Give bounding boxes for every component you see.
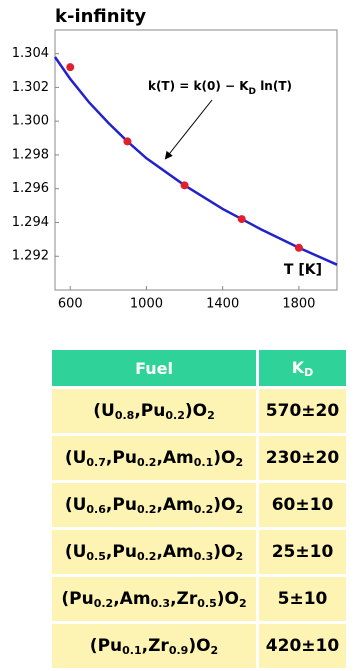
y-tick-label: 1.294 — [12, 215, 49, 230]
text-part: )O — [213, 494, 236, 515]
text-part: ,Am — [156, 447, 194, 468]
table-row: (U0.8,Pu0.2)O2 570±20 — [52, 389, 346, 433]
subscript: 0.8 — [114, 408, 135, 422]
y-tick-label: 1.304 — [12, 46, 49, 61]
text-part: ,Pu — [105, 541, 137, 562]
text-part: ,Am — [156, 541, 194, 562]
text-part: K — [291, 357, 305, 377]
subscript: 2 — [238, 596, 247, 610]
kd-cell: 570±20 — [259, 389, 346, 433]
subscript: 2 — [207, 408, 215, 422]
y-tick-label: 1.298 — [12, 147, 49, 162]
fuel-cell: (U0.5,Pu0.2,Am0.3)O2 — [52, 530, 259, 574]
header-cell: KD — [259, 350, 346, 386]
annotation-part: ln(T) — [256, 79, 292, 93]
kd-cell: 25±10 — [259, 530, 346, 574]
text-part: ,Pu — [105, 447, 137, 468]
subscript: 2 — [235, 549, 244, 563]
text-part: ,Pu — [134, 400, 166, 421]
text-part: ,Zr — [141, 635, 169, 656]
subscript: 0.5 — [86, 549, 106, 563]
subscript: 0.9 — [168, 643, 189, 657]
text-part: ,Am — [113, 588, 151, 609]
text-part: ,Zr — [170, 588, 198, 609]
x-tick-label: 1800 — [282, 297, 315, 311]
text-part: )O — [184, 400, 208, 421]
text-part: (U — [64, 541, 87, 562]
y-tick-label: 1.296 — [12, 181, 49, 196]
plot-frame — [54, 29, 338, 291]
text-part: (U — [93, 400, 115, 421]
kd-cell: 5±10 — [259, 577, 346, 621]
annotation-part: k(T) = k(0) − K — [148, 79, 249, 93]
fuel-cell: (Pu0.1,Zr0.9)O2 — [52, 624, 259, 668]
text-part: )O — [213, 541, 236, 562]
fit-line — [53, 56, 338, 266]
y-tick-label: 1.292 — [12, 249, 49, 264]
x-tick-label: 600 — [58, 297, 83, 311]
subscript: 0.7 — [86, 455, 106, 469]
annotation-arrow — [164, 99, 213, 160]
data-point — [180, 181, 189, 190]
x-axis-label: T [K] — [284, 262, 322, 278]
chart: k-infinity T [K] k(T) = k(0) − KD ln(T) … — [12, 6, 338, 311]
data-point — [66, 63, 75, 72]
subscript: 0.2 — [136, 549, 157, 563]
subscript: 0.2 — [193, 502, 214, 516]
text-part: )O — [213, 447, 236, 468]
data-point — [294, 243, 303, 252]
subscript: 0.2 — [93, 596, 114, 610]
table-row: (U0.7,Pu0.2,Am0.1)O2 230±20 — [52, 436, 346, 480]
text-part: )O — [216, 588, 239, 609]
header-cell: Fuel — [52, 350, 259, 386]
fuel-cell: (Pu0.2,Am0.3,Zr0.5)O2 — [52, 577, 259, 621]
x-tick-label: 1400 — [206, 297, 239, 311]
subscript: 2 — [235, 455, 244, 469]
subscript: 0.2 — [136, 455, 157, 469]
y-tick-label: 1.302 — [12, 80, 49, 95]
text-part: )O — [188, 635, 211, 656]
text-part: (Pu — [89, 635, 123, 656]
y-tick-label: 1.300 — [12, 114, 49, 129]
kd-cell: 60±10 — [259, 483, 346, 527]
subscript: 0.2 — [136, 502, 157, 516]
text-part: (U — [64, 447, 87, 468]
text-part: (U — [64, 494, 87, 515]
data-table: Fuel KD (U0.8,Pu0.2)O2 570±20 (U0.7,Pu0.2,Am… — [52, 347, 346, 671]
data-point — [237, 215, 246, 224]
table-row: (U0.6,Pu0.2,Am0.2)O2 60±10 — [52, 483, 346, 527]
subscript: D — [304, 365, 314, 379]
fuel-cell: (U0.7,Pu0.2,Am0.1)O2 — [52, 436, 259, 480]
text-part: Fuel — [135, 358, 173, 378]
subscript: 0.3 — [150, 596, 171, 610]
data-point — [123, 137, 132, 146]
annotation-part: D — [249, 87, 256, 97]
annotation: k(T) = k(0) − KD ln(T) — [148, 79, 292, 97]
chart-title: k-infinity — [55, 6, 146, 27]
fuel-cell: (U0.8,Pu0.2)O2 — [52, 389, 259, 433]
text-part: (Pu — [61, 588, 94, 609]
kd-cell: 230±20 — [259, 436, 346, 480]
subscript: 0.1 — [193, 455, 214, 469]
x-tick-label: 1000 — [130, 297, 163, 311]
subscript: 0.5 — [197, 596, 217, 610]
table-row: (Pu0.2,Am0.3,Zr0.5)O2 5±10 — [52, 577, 346, 621]
subscript: 2 — [210, 643, 219, 657]
table-row: (Pu0.1,Zr0.9)O2 420±10 — [52, 624, 346, 668]
text-part: ,Am — [156, 494, 194, 515]
subscript: 0.6 — [86, 502, 106, 516]
subscript: 0.1 — [122, 643, 142, 657]
subscript: 0.2 — [165, 408, 185, 422]
kd-cell: 420±10 — [259, 624, 346, 668]
table-row: (U0.5,Pu0.2,Am0.3)O2 25±10 — [52, 530, 346, 574]
subscript: 0.3 — [193, 549, 214, 563]
fuel-cell: (U0.6,Pu0.2,Am0.2)O2 — [52, 483, 259, 527]
subscript: 2 — [235, 502, 244, 516]
text-part: ,Pu — [105, 494, 137, 515]
